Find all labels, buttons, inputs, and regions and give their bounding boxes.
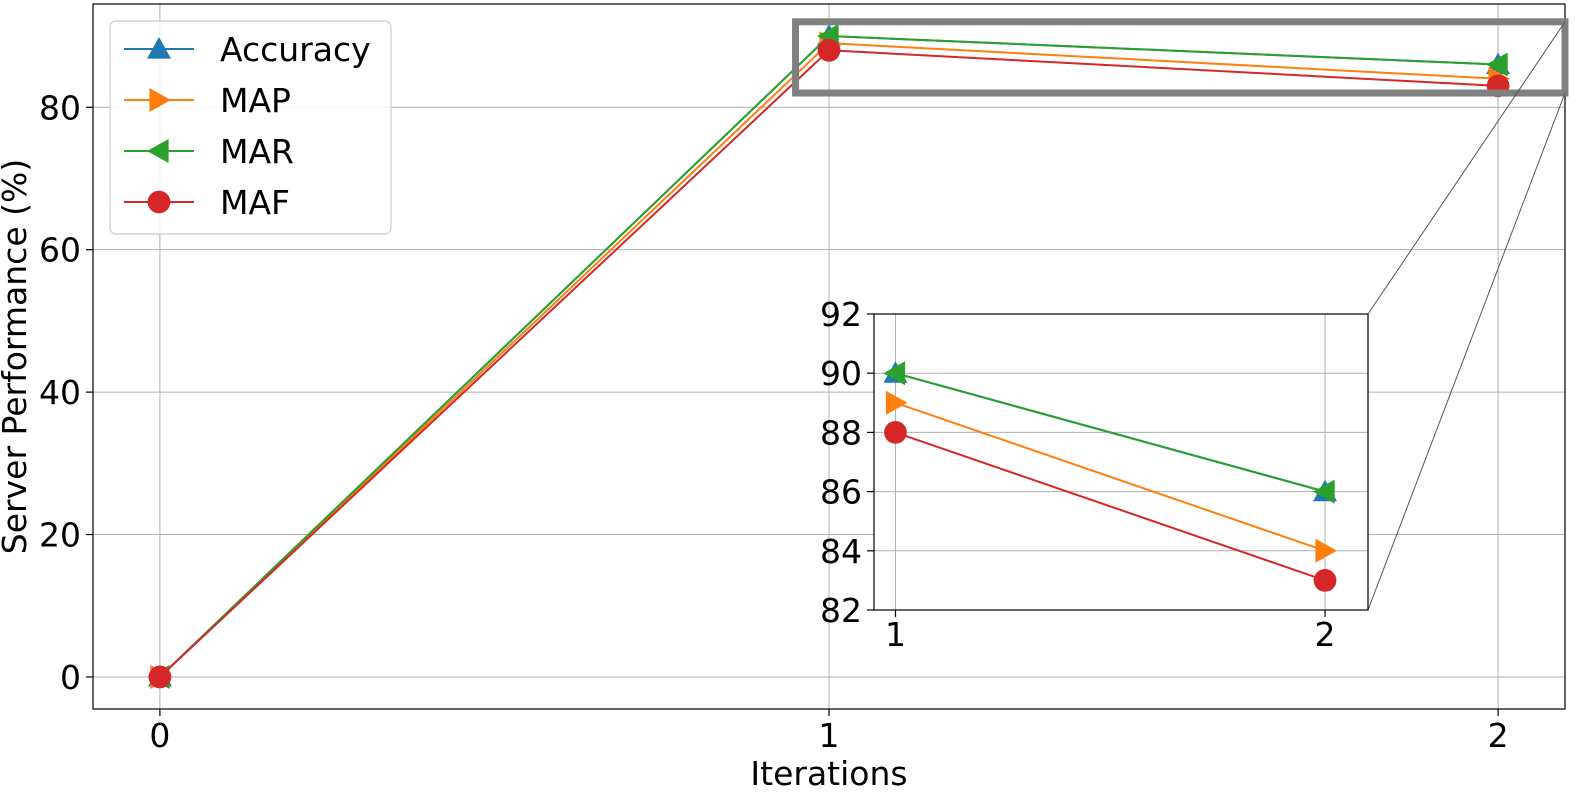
connector-line xyxy=(1367,21,1566,315)
legend-item-map: MAP xyxy=(124,81,291,120)
main-series xyxy=(147,24,1511,689)
legend-marker xyxy=(147,37,171,59)
legend: Accuracy MAP MAR MAF xyxy=(109,20,392,235)
inset-series-line xyxy=(895,431,1326,582)
legend-box xyxy=(109,20,392,235)
inset-series-maf xyxy=(884,421,1337,592)
data-point xyxy=(1486,52,1508,77)
inset-data-point xyxy=(1315,538,1338,563)
legend-label: MAF xyxy=(220,183,290,222)
inset-y-tick-label: 92 xyxy=(820,295,862,334)
x-tick-label: 2 xyxy=(1488,716,1509,755)
y-tick-label: 20 xyxy=(39,516,81,555)
data-point xyxy=(148,665,172,689)
inset-data-point xyxy=(883,361,906,386)
legend-marker xyxy=(147,139,169,163)
data-point xyxy=(817,38,841,62)
inset-background xyxy=(874,314,1368,610)
series-maf xyxy=(148,38,1510,689)
inset-chart: 1 2 82 84 86 88 90 92 xyxy=(820,295,1369,654)
legend-marker xyxy=(147,190,171,214)
inset-y-tick-label: 86 xyxy=(820,473,862,512)
connector-line xyxy=(1367,92,1566,611)
x-axis-title: Iterations xyxy=(750,754,907,793)
x-tick-label: 0 xyxy=(149,716,170,755)
inset-series-line xyxy=(895,401,1326,552)
inset-x-tick-label: 1 xyxy=(885,615,906,654)
y-tick-label: 0 xyxy=(60,658,81,697)
inset-y-tick-label: 90 xyxy=(820,354,862,393)
legend-item-accuracy: Accuracy xyxy=(124,30,371,69)
inset-y-tick-label: 84 xyxy=(820,532,862,571)
y-tick-label: 40 xyxy=(39,373,81,412)
y-tick-label: 80 xyxy=(39,88,81,127)
inset-data-point xyxy=(1313,479,1335,504)
inset-data-point xyxy=(885,390,908,415)
inset-y-tick-label: 88 xyxy=(820,413,862,452)
legend-item-mar: MAR xyxy=(124,132,294,171)
legend-item-maf: MAF xyxy=(124,183,290,222)
inset-data-point xyxy=(884,421,907,444)
inset-plot-frame xyxy=(873,313,1369,611)
inset-series xyxy=(883,361,1338,592)
x-tick-label: 1 xyxy=(819,716,840,755)
inset-ticks: 1 2 82 84 86 88 90 92 xyxy=(820,295,1336,654)
inset-series-map xyxy=(885,390,1338,563)
main-plot-frame xyxy=(92,3,1566,710)
inset-data-point xyxy=(1313,569,1337,592)
inset-series-line xyxy=(895,372,1326,493)
legend-label: Accuracy xyxy=(220,30,371,69)
inset-y-tick-label: 82 xyxy=(820,591,862,630)
inset-series-mar xyxy=(883,361,1335,504)
y-axis-title: Server Performance (%) xyxy=(0,159,34,554)
zoom-region-box xyxy=(792,18,1569,97)
legend-label: MAP xyxy=(220,81,291,120)
y-tick-label: 60 xyxy=(39,231,81,270)
zoom-connector-lines xyxy=(1367,21,1566,611)
legend-marker xyxy=(149,88,171,112)
legend-label: MAR xyxy=(220,132,294,171)
inset-x-tick-label: 2 xyxy=(1315,615,1336,654)
